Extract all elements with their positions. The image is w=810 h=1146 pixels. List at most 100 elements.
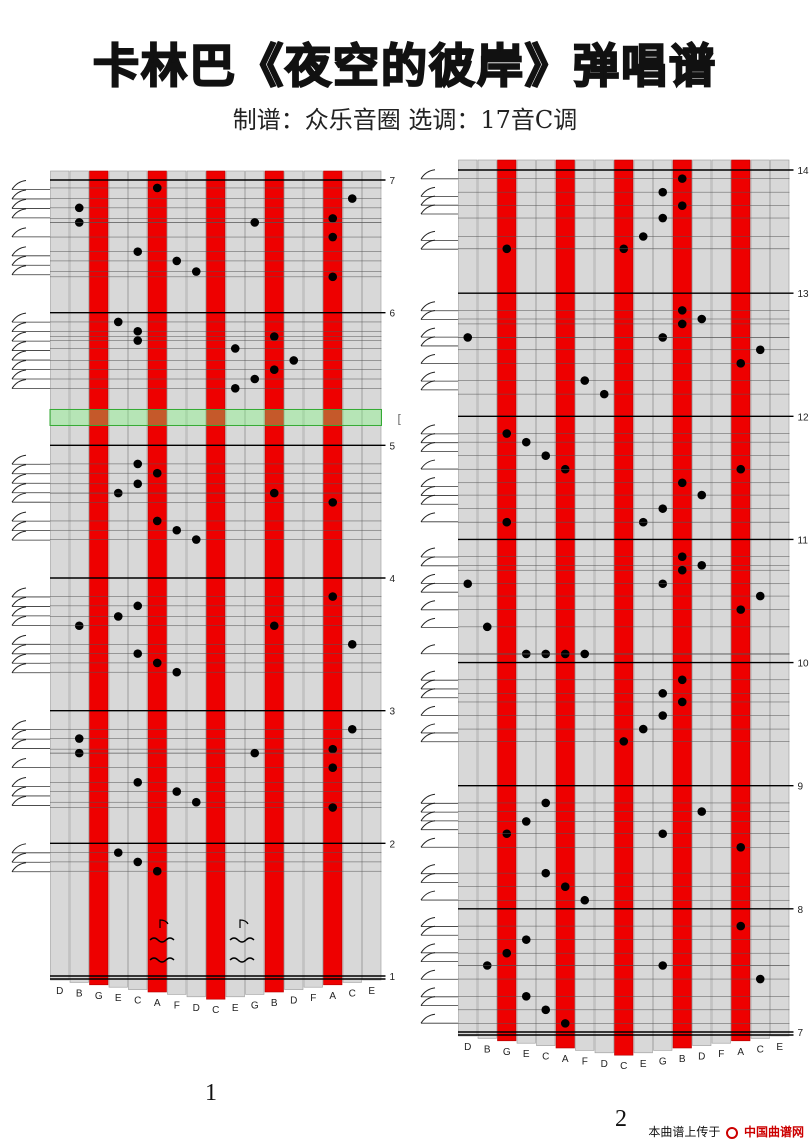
- note-dot-11: [463, 333, 473, 342]
- note-dot-45: [697, 807, 707, 816]
- rhythm-flag-icon: [11, 483, 27, 493]
- rhythm-flag-icon: [11, 378, 27, 389]
- rhythm-flag-icon: [11, 843, 27, 854]
- rhythm-flag-icon: [11, 179, 27, 190]
- tine-10: [245, 170, 265, 995]
- note-dot-38: [677, 675, 687, 685]
- tine-label-12: D: [698, 1052, 705, 1063]
- rhythm-flag-icon: [420, 169, 436, 180]
- rhythm-flag-icon: [11, 653, 27, 664]
- note-dot-14: [580, 376, 590, 385]
- measure-number-8: 8: [798, 905, 804, 916]
- rhythm-flag-icon: [420, 811, 436, 822]
- note-dot-43: [328, 763, 338, 773]
- note-dot-13: [269, 332, 279, 341]
- footer-brand[interactable]: 中国曲谱网: [743, 1125, 804, 1139]
- note-dot-31: [113, 612, 123, 621]
- note-dot-57: [658, 961, 668, 970]
- rhythm-flag-icon: [420, 556, 436, 567]
- tine-label-11: B: [271, 998, 278, 1009]
- note-dot-36: [152, 658, 162, 668]
- rhythm-flag-icon: [420, 573, 436, 584]
- rhythm-flag-icon: [11, 644, 27, 655]
- ornament-flag-icon: [159, 919, 169, 928]
- note-dot-7: [677, 306, 687, 315]
- note-dot-15: [599, 389, 609, 399]
- rhythm-flag-icon: [11, 729, 27, 740]
- note-dot-51: [560, 882, 570, 891]
- rhythm-flag-icon: [420, 952, 436, 962]
- tine-5: [555, 159, 575, 1049]
- note-dot-49: [133, 857, 143, 867]
- tine-8: [614, 159, 634, 1056]
- rhythm-flag-icon: [420, 600, 436, 611]
- note-dot-3: [658, 213, 668, 223]
- rhythm-flag-icon: [420, 837, 436, 848]
- footer: 本曲谱上传于 中国曲谱网: [648, 1123, 804, 1140]
- tine-1: [477, 159, 497, 1039]
- note-dot-0: [677, 174, 687, 183]
- note-dot-21: [677, 478, 687, 488]
- wave-ornament-icon: [229, 937, 255, 943]
- tine-6: [575, 159, 595, 1051]
- note-dot-46: [521, 817, 531, 826]
- tine-label-2: G: [503, 1047, 511, 1058]
- rhythm-flag-icon: [420, 820, 436, 830]
- rhythm-flag-icon: [11, 587, 27, 598]
- tine-label-1: B: [76, 988, 83, 999]
- rhythm-flag-icon: [11, 596, 27, 607]
- rhythm-flag-icon: [420, 239, 436, 250]
- tine-13: [303, 170, 323, 988]
- rhythm-flag-icon: [420, 380, 436, 391]
- rhythm-flag-icon: [420, 670, 436, 681]
- note-dot-38: [347, 724, 357, 734]
- wave-ornament-icon: [149, 937, 175, 943]
- note-dot-9: [677, 319, 687, 329]
- rhythm-flag-icon: [11, 464, 27, 475]
- note-dot-19: [230, 383, 240, 393]
- rhythm-flag-icon: [11, 198, 27, 209]
- tine-12: [692, 159, 712, 1046]
- rhythm-flag-icon: [11, 322, 27, 332]
- tine-label-5: A: [562, 1054, 569, 1065]
- rhythm-flag-icon: [420, 547, 436, 558]
- note-dot-33: [482, 622, 492, 632]
- rhythm-flag-icon: [420, 1013, 436, 1024]
- tine-label-3: E: [115, 993, 122, 1004]
- measure-number-14: 14: [798, 166, 810, 177]
- page-number-1: 1: [205, 1080, 217, 1106]
- note-dot-50: [152, 866, 162, 876]
- rhythm-flag-icon: [11, 189, 27, 200]
- measure-number-7: 7: [390, 176, 396, 187]
- rhythm-flag-icon: [420, 512, 436, 523]
- tine-label-1: B: [484, 1044, 491, 1055]
- tine-label-4: C: [134, 996, 141, 1007]
- note-dot-44: [541, 798, 551, 808]
- note-dot-21: [152, 468, 162, 478]
- tine-label-4: C: [542, 1052, 549, 1063]
- measure-number-13: 13: [798, 289, 810, 300]
- tine-label-0: D: [464, 1042, 471, 1053]
- note-dot-17: [269, 365, 279, 375]
- note-dot-41: [658, 711, 668, 720]
- rhythm-flag-icon: [11, 852, 27, 863]
- rhythm-flag-icon: [420, 969, 436, 980]
- note-dot-39: [658, 689, 668, 698]
- wave-ornament-icon: [149, 957, 175, 963]
- note-dot-6: [328, 232, 338, 242]
- note-dot-20: [736, 464, 746, 474]
- tine-label-2: G: [95, 991, 103, 1002]
- note-dot-32: [736, 605, 746, 614]
- tine-11: [672, 159, 692, 1049]
- rhythm-flag-icon: [11, 862, 27, 873]
- tine-label-7: D: [193, 1003, 200, 1014]
- site-logo-icon: [726, 1127, 739, 1139]
- note-dot-6: [502, 244, 512, 254]
- note-dot-43: [619, 737, 629, 746]
- note-dot-8: [172, 256, 182, 266]
- rhythm-flag-icon: [420, 485, 436, 496]
- tine-label-12: D: [290, 996, 297, 1007]
- rhythm-flag-icon: [420, 925, 436, 936]
